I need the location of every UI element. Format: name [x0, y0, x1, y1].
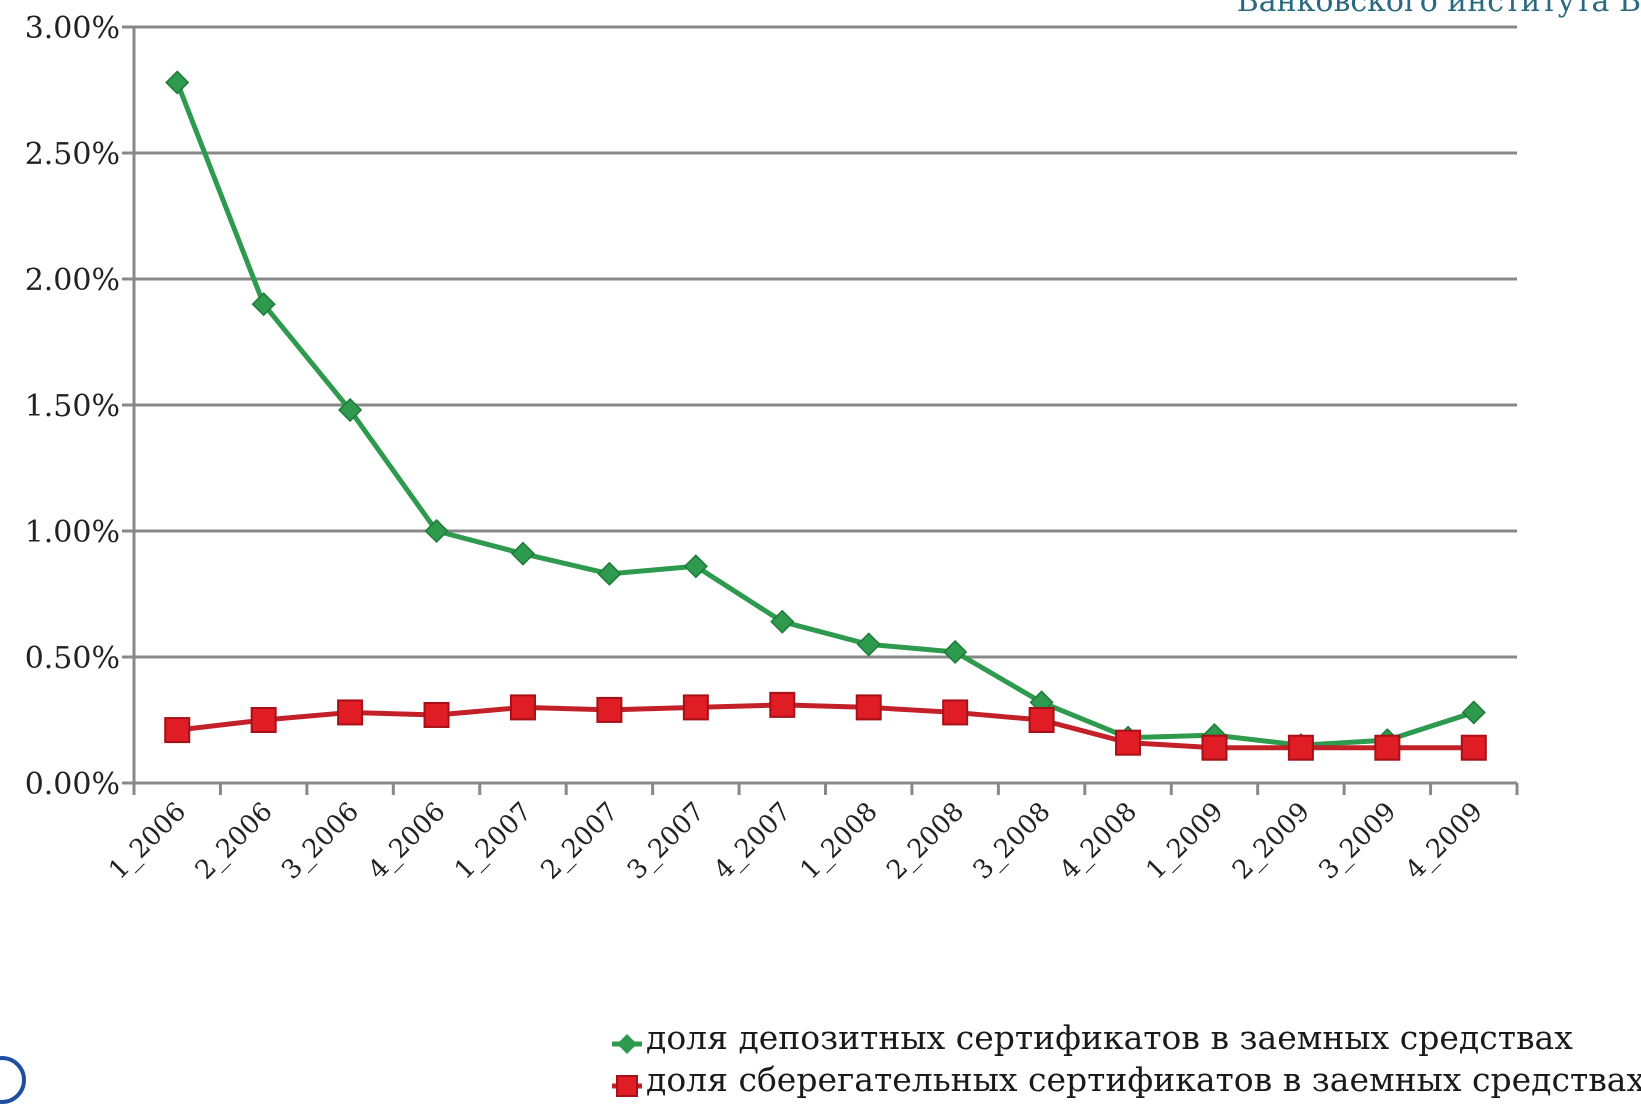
data-point	[1287, 734, 1314, 761]
x-tick-label: 3_2008	[968, 797, 1057, 886]
y-tick-label: 1.50%	[25, 389, 120, 424]
logo-icon	[0, 1056, 26, 1104]
data-point	[251, 292, 276, 317]
header-text-fragment: Банковского института В	[1236, 0, 1641, 19]
x-tick-label: 1_2009	[1141, 797, 1230, 886]
x-tick-label: 1_2008	[795, 797, 884, 886]
data-point	[596, 696, 623, 723]
y-tick-label: 2.00%	[25, 263, 120, 298]
diamond-marker-icon	[612, 1025, 642, 1054]
data-point	[683, 554, 708, 579]
legend-label-deposit-certificates: доля депозитных сертификатов в заемных с…	[646, 1017, 1573, 1057]
line-chart: 0.00% 0.50% 1.00% 1.50% 2.00% 2.50% 3.00% 1_20…	[25, 11, 1519, 886]
data-point	[509, 694, 536, 721]
data-point	[1461, 700, 1486, 725]
data-point	[1115, 729, 1142, 756]
x-tick-label: 2_2007	[535, 797, 624, 886]
data-point	[942, 699, 969, 726]
data-point	[856, 632, 881, 657]
square-marker-icon	[612, 1067, 642, 1097]
y-tick-label: 0.00%	[25, 767, 120, 802]
data-point	[337, 699, 364, 726]
data-point	[1460, 734, 1487, 761]
data-point	[943, 639, 968, 665]
data-point	[769, 691, 796, 718]
axes	[122, 25, 1519, 795]
x-tick-label: 1_2007	[449, 797, 538, 886]
data-point	[424, 518, 449, 544]
x-tick-label: 2_2008	[881, 797, 970, 886]
y-tick-label: 1.00%	[25, 515, 120, 550]
series	[164, 70, 1487, 761]
data-point	[1374, 734, 1401, 761]
data-point	[165, 70, 190, 95]
x-axis-tick-labels: 1_20062_20063_20064_20061_20072_20073_20…	[103, 797, 1488, 886]
series-2	[164, 691, 1487, 761]
data-point	[682, 694, 709, 721]
legend-item-deposit-certificates: доля депозитных сертификатов в заемных с…	[612, 1016, 1641, 1058]
data-point	[1201, 734, 1228, 761]
gridlines	[134, 25, 1517, 659]
series-line	[174, 81, 1475, 748]
legend: доля депозитных сертификатов в заемных с…	[612, 1016, 1641, 1100]
y-tick-label: 0.50%	[25, 641, 120, 676]
x-tick-label: 1_2006	[103, 797, 192, 886]
x-tick-label: 4_2006	[363, 797, 452, 886]
data-point	[597, 561, 622, 586]
x-tick-label: 2_2006	[190, 797, 279, 886]
x-tick-label: 2_2009	[1227, 797, 1316, 886]
data-point	[338, 397, 363, 423]
data-point	[164, 717, 191, 744]
x-tick-label: 3_2009	[1313, 797, 1402, 886]
data-point	[250, 707, 277, 733]
legend-item-savings-certificates: доля сберегательных сертификатов в заемн…	[612, 1058, 1641, 1100]
data-point	[510, 541, 536, 566]
y-tick-label: 2.50%	[25, 137, 120, 172]
x-tick-label: 3_2006	[276, 797, 365, 886]
data-point	[1028, 707, 1055, 733]
x-tick-label: 4_2009	[1400, 797, 1489, 886]
x-tick-label: 4_2007	[708, 797, 797, 886]
data-point	[770, 609, 795, 634]
y-axis-tick-labels: 0.00% 0.50% 1.00% 1.50% 2.00% 2.50% 3.00%	[25, 11, 120, 802]
x-tick-label: 3_2007	[622, 797, 711, 886]
data-point	[855, 694, 882, 721]
data-point	[423, 701, 450, 728]
x-tick-label: 4_2008	[1054, 797, 1143, 886]
legend-label-savings-certificates: доля сберегательных сертификатов в заемн…	[646, 1059, 1641, 1099]
series-1	[165, 70, 1486, 758]
y-tick-label: 3.00%	[25, 11, 120, 46]
series-line	[176, 702, 1474, 751]
